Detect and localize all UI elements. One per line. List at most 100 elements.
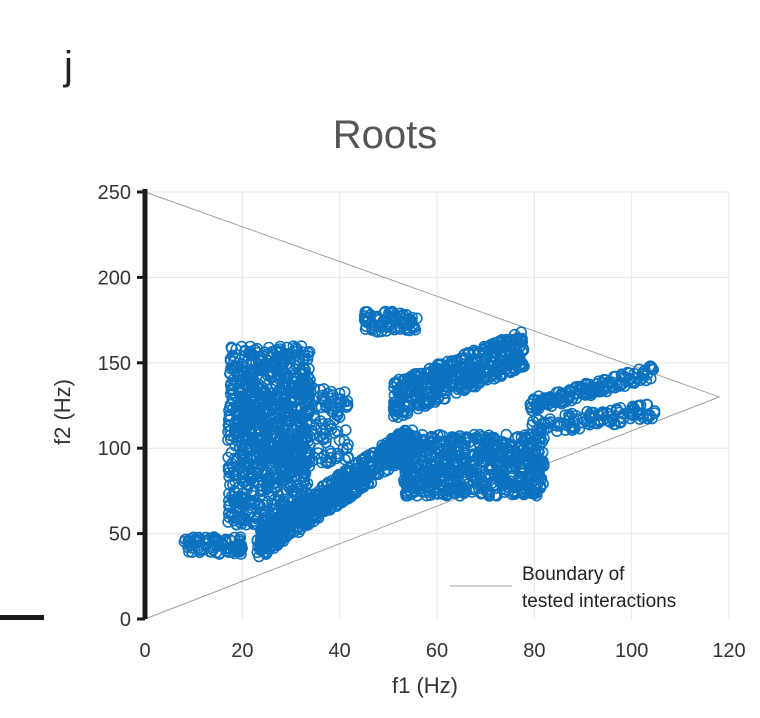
data-point (623, 374, 636, 386)
y-tick-label: 200 (98, 267, 131, 289)
data-point (253, 350, 265, 363)
data-point (333, 434, 346, 446)
data-point (585, 387, 598, 400)
data-point (328, 494, 341, 507)
data-point (280, 468, 293, 481)
data-point (237, 499, 249, 512)
data-point (461, 346, 474, 359)
data-point (647, 363, 660, 376)
data-point (272, 489, 285, 502)
data-point (251, 546, 264, 559)
data-point (586, 380, 599, 393)
data-point (266, 407, 279, 420)
data-point (284, 430, 296, 442)
data-point (332, 498, 345, 510)
data-point (236, 454, 249, 467)
x-tick-label: 20 (231, 640, 253, 662)
data-point (384, 310, 397, 323)
data-point (253, 398, 266, 411)
data-point (331, 470, 344, 482)
data-point (225, 377, 237, 390)
data-point (429, 487, 441, 500)
data-point (284, 506, 297, 518)
panel-divider (0, 615, 44, 620)
data-point (468, 373, 480, 386)
data-point (512, 430, 524, 443)
data-point (498, 360, 511, 373)
data-point (238, 398, 250, 410)
data-point (266, 419, 279, 432)
data-point (264, 387, 276, 400)
data-point (475, 462, 488, 474)
data-point (484, 355, 497, 367)
data-point (261, 495, 274, 508)
data-point (262, 450, 275, 463)
data-point (240, 403, 252, 415)
y-axis-label: f2 (Hz) (50, 379, 75, 445)
data-point (498, 347, 511, 360)
data-point (312, 447, 324, 459)
data-point (455, 452, 468, 465)
data-point (325, 501, 337, 514)
data-point (294, 425, 306, 438)
panel-label: j (64, 44, 73, 88)
data-point (317, 418, 329, 430)
data-point (276, 530, 289, 543)
data-point (462, 432, 475, 444)
data-point (408, 389, 421, 401)
data-point (331, 406, 344, 418)
data-point (472, 482, 485, 495)
legend-label-line2: tested interactions (522, 591, 676, 612)
data-point (328, 414, 341, 426)
data-point (367, 460, 379, 473)
data-point (307, 428, 320, 441)
data-point (646, 412, 658, 425)
data-point (643, 360, 656, 373)
data-point (318, 449, 331, 462)
data-point (479, 372, 491, 385)
data-point (443, 435, 456, 448)
data-point (290, 403, 303, 415)
boundary-line (144, 191, 721, 620)
data-point (544, 413, 556, 425)
data-point (450, 355, 463, 368)
data-point (242, 417, 255, 430)
x-tick-label: 60 (426, 640, 448, 662)
data-point (226, 342, 238, 355)
data-point (500, 478, 513, 491)
data-point (413, 367, 425, 380)
data-point (551, 425, 563, 438)
data-point (261, 419, 273, 432)
data-point (258, 468, 271, 481)
data-point (398, 373, 410, 386)
data-point (260, 527, 272, 539)
data-point (456, 484, 469, 496)
data-point (270, 471, 282, 484)
data-point (260, 452, 273, 465)
data-point (272, 457, 285, 469)
data-point (560, 387, 572, 399)
data-point (504, 460, 516, 473)
y-tick-label: 50 (109, 524, 131, 546)
data-point (405, 458, 417, 471)
data-point (245, 349, 257, 362)
data-point (322, 387, 334, 400)
data-point (366, 447, 379, 460)
data-point (273, 471, 286, 484)
data-points (178, 305, 661, 563)
data-point (613, 406, 626, 419)
data-point (336, 487, 349, 499)
boundary-polyline (144, 191, 721, 620)
data-point (424, 365, 437, 378)
data-point (238, 476, 250, 489)
data-point (325, 451, 338, 464)
x-tick-label: 120 (712, 640, 745, 662)
data-point (535, 472, 548, 485)
data-point (495, 336, 508, 349)
data-point (526, 419, 539, 431)
data-point (401, 428, 414, 441)
data-point (251, 499, 264, 512)
data-point (341, 399, 354, 411)
data-point (418, 396, 430, 409)
data-point (320, 401, 333, 414)
